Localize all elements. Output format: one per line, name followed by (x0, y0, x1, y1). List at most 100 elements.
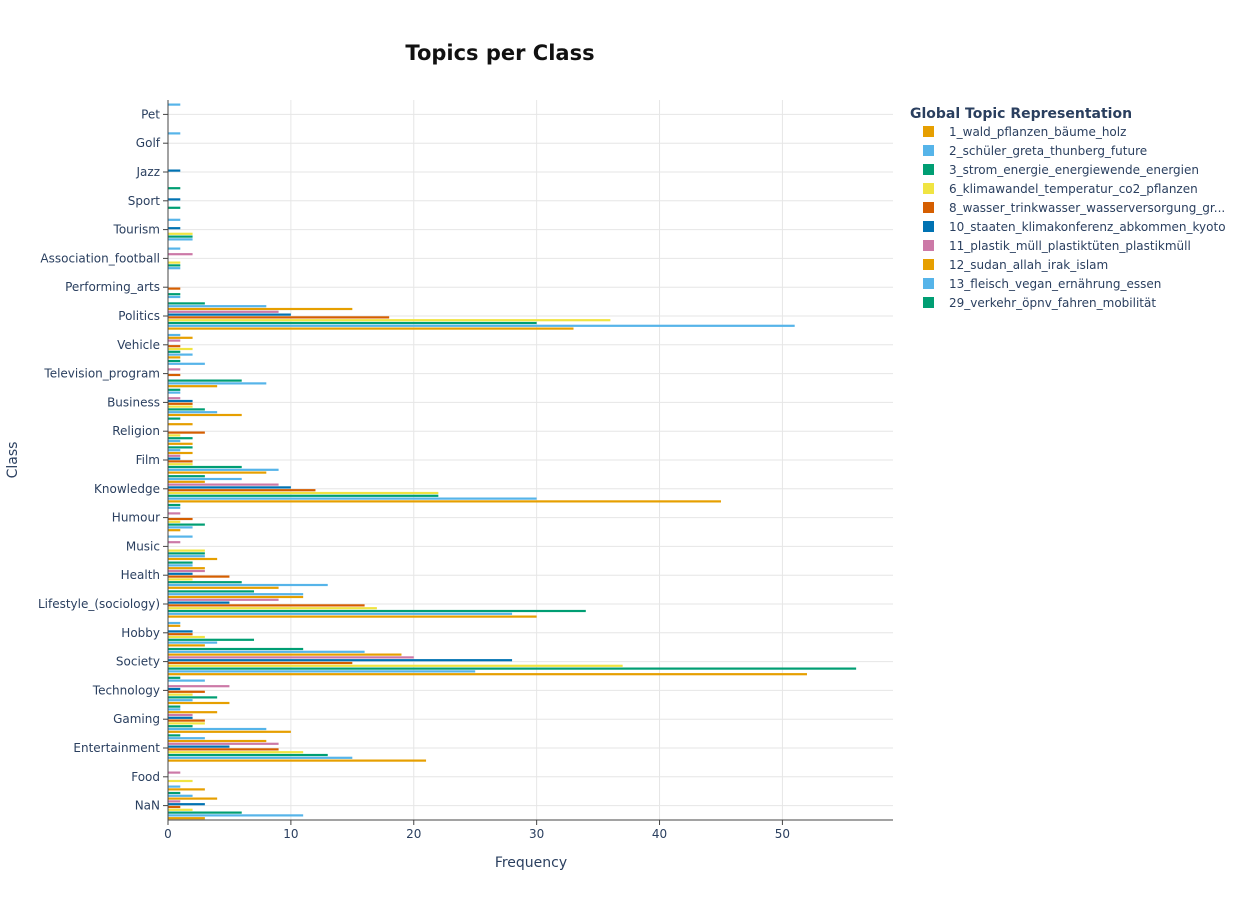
bar[interactable] (168, 187, 181, 190)
bar[interactable] (168, 788, 205, 791)
bar[interactable] (168, 413, 242, 417)
bar[interactable] (168, 431, 205, 434)
bar[interactable] (168, 630, 193, 633)
bar[interactable] (168, 595, 304, 599)
bar[interactable] (168, 454, 181, 457)
bar[interactable] (168, 446, 193, 449)
bar[interactable] (168, 705, 181, 708)
bar[interactable] (168, 552, 205, 555)
bar[interactable] (168, 287, 181, 290)
bar[interactable] (168, 581, 242, 584)
bar[interactable] (168, 687, 181, 691)
bar[interactable] (168, 529, 181, 532)
bar[interactable] (168, 423, 193, 426)
bar[interactable] (168, 797, 218, 800)
bar[interactable] (168, 379, 242, 382)
bar[interactable] (168, 321, 537, 325)
legend-item[interactable]: 8_wasser_trinkwasser_wasserversorgung_gr… (923, 201, 1225, 215)
bar[interactable] (168, 500, 721, 503)
bar[interactable] (168, 621, 181, 625)
bar[interactable] (168, 486, 291, 489)
bar[interactable] (168, 656, 414, 659)
bar[interactable] (168, 696, 218, 699)
legend-item[interactable]: 11_plastik_müll_plastiktüten_plastikmüll (923, 239, 1191, 253)
bar[interactable] (168, 512, 181, 515)
bar[interactable] (168, 711, 218, 714)
bar[interactable] (168, 506, 181, 509)
bar[interactable] (168, 397, 181, 400)
bar[interactable] (168, 638, 255, 641)
bar[interactable] (168, 779, 193, 783)
bar[interactable] (168, 756, 353, 759)
bar[interactable] (168, 503, 181, 507)
bar[interactable] (168, 624, 181, 627)
bar[interactable] (168, 653, 402, 656)
bar[interactable] (168, 771, 181, 774)
bar[interactable] (168, 679, 205, 682)
bar[interactable] (168, 391, 181, 394)
legend-item[interactable]: 3_strom_energie_energiewende_energien (923, 163, 1199, 177)
bar[interactable] (168, 103, 181, 106)
bar[interactable] (168, 238, 193, 241)
bar[interactable] (168, 345, 181, 348)
bar[interactable] (168, 169, 181, 172)
bar[interactable] (168, 405, 193, 408)
bar[interactable] (168, 302, 205, 305)
bar[interactable] (168, 339, 181, 342)
bar[interactable] (168, 497, 537, 500)
bar[interactable] (168, 635, 205, 639)
bar[interactable] (168, 561, 193, 564)
bar[interactable] (168, 359, 181, 363)
bar[interactable] (168, 437, 193, 440)
bar[interactable] (168, 583, 328, 587)
bar[interactable] (168, 612, 513, 615)
bar[interactable] (168, 578, 193, 581)
bar[interactable] (168, 664, 623, 667)
bar[interactable] (168, 699, 193, 702)
bar[interactable] (168, 572, 193, 575)
bar[interactable] (168, 417, 181, 420)
bar[interactable] (168, 451, 193, 455)
bar[interactable] (168, 261, 181, 264)
bar[interactable] (168, 745, 230, 748)
bar[interactable] (168, 523, 205, 526)
bar[interactable] (168, 567, 205, 570)
bar[interactable] (168, 716, 193, 719)
bar[interactable] (168, 609, 586, 613)
bar[interactable] (168, 734, 181, 737)
bar[interactable] (168, 293, 181, 296)
legend-item[interactable]: 12_sudan_allah_irak_islam (923, 258, 1108, 272)
bar[interactable] (168, 218, 181, 221)
bar[interactable] (168, 713, 193, 717)
bar[interactable] (168, 439, 181, 443)
bar[interactable] (168, 670, 476, 673)
bar[interactable] (168, 759, 427, 762)
bar[interactable] (168, 719, 205, 722)
bar[interactable] (168, 739, 267, 743)
bar[interactable] (168, 227, 181, 230)
bar[interactable] (168, 753, 328, 757)
bar[interactable] (168, 557, 218, 561)
bar[interactable] (168, 811, 242, 814)
bar[interactable] (168, 477, 242, 481)
bar[interactable] (168, 586, 279, 589)
bar[interactable] (168, 805, 181, 809)
bar[interactable] (168, 517, 193, 521)
legend-item[interactable]: 13_fleisch_vegan_ernährung_essen (923, 277, 1161, 291)
bar[interactable] (168, 722, 205, 725)
bar[interactable] (168, 471, 267, 474)
bar[interactable] (168, 350, 181, 353)
bar[interactable] (168, 382, 267, 385)
bar[interactable] (168, 593, 304, 596)
bar[interactable] (168, 785, 181, 788)
bar[interactable] (168, 347, 193, 351)
bar[interactable] (168, 463, 193, 466)
legend-item[interactable]: 10_staaten_klimakonferenz_abkommen_kyoto (923, 220, 1226, 234)
bar[interactable] (168, 333, 181, 337)
bar[interactable] (168, 465, 242, 469)
bar[interactable] (168, 650, 365, 653)
bar[interactable] (168, 814, 304, 817)
bar[interactable] (168, 362, 205, 365)
bar[interactable] (168, 489, 316, 492)
bar[interactable] (168, 659, 513, 662)
